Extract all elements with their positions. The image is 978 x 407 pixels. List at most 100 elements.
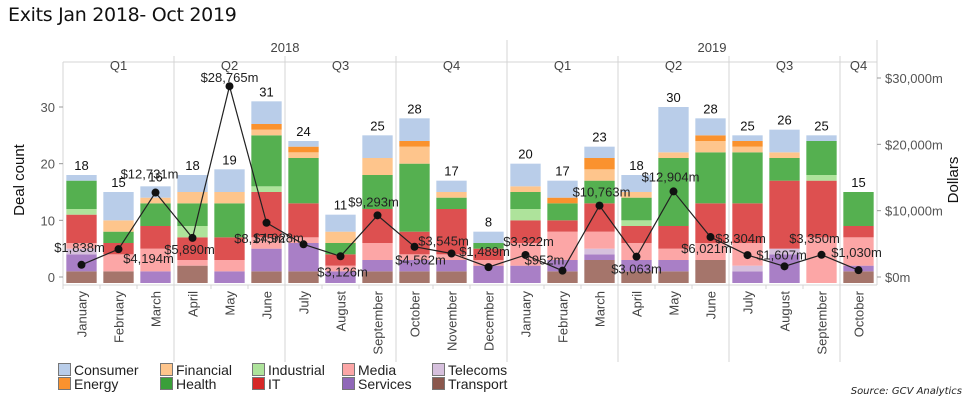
bar-segment-services	[621, 260, 652, 272]
bar-segment-media	[399, 254, 430, 260]
dollar-point	[595, 201, 604, 210]
year-label: 2018	[271, 40, 300, 55]
bar-segment-financial	[288, 152, 319, 158]
bar-segment-transport	[547, 271, 578, 283]
dollar-label: $3,350m	[789, 231, 840, 246]
x-tick-label: October	[408, 290, 423, 337]
bar-segment-consumer	[510, 163, 541, 187]
dollar-label: $10,763m	[573, 185, 631, 200]
dollar-point	[780, 262, 789, 271]
bar-total-label: 8	[485, 215, 492, 230]
legend-item-energy: Energy	[58, 377, 118, 391]
bar-segment-media	[473, 260, 504, 266]
bar-segment-consumer	[658, 107, 689, 153]
bar-segment-transport	[177, 265, 208, 283]
bar-total-label: 26	[777, 113, 791, 128]
bar-total-label: 25	[814, 118, 828, 133]
bar-segment-health	[288, 158, 319, 204]
bar-segment-energy	[584, 158, 615, 170]
bar-total-label: 25	[740, 118, 754, 133]
bar-segment-energy	[547, 197, 578, 204]
bar-segment-consumer	[288, 141, 319, 147]
dollar-point	[558, 266, 567, 275]
dollar-point	[77, 260, 86, 269]
dollar-label: $4,562m	[395, 253, 446, 268]
dollar-point	[188, 233, 197, 242]
bar-segment-financial	[436, 192, 467, 198]
bar-segment-media	[584, 231, 615, 249]
bar-total-label: 20	[518, 147, 532, 162]
y-axis-title: Deal count	[11, 143, 28, 216]
bar-segment-it	[177, 237, 208, 260]
bar-segment-media	[251, 237, 282, 249]
x-tick-label: December	[482, 290, 497, 351]
bar-segment-financial	[177, 192, 208, 204]
bar-segment-transport	[251, 271, 282, 283]
dollar-label: $1,489m	[459, 244, 510, 259]
bar-total-label: 19	[222, 152, 236, 167]
dollar-point	[521, 250, 530, 259]
bar-segment-financial	[103, 220, 134, 232]
dollar-label: $3,322m	[503, 234, 554, 249]
bar-segment-transport	[436, 271, 467, 283]
legend-swatch	[342, 363, 355, 376]
bar-total-label: 18	[185, 158, 199, 173]
x-tick-label: January	[75, 291, 90, 338]
bar-segment-it	[66, 214, 97, 243]
bar-total-label: 23	[592, 130, 606, 145]
x-tick-label: February	[112, 291, 127, 344]
bar-segment-consumer	[806, 135, 837, 141]
bar-segment-telecoms	[584, 248, 615, 255]
x-tick-label: January	[519, 291, 534, 338]
dollar-label: $1,607m	[756, 247, 807, 262]
legend-swatch	[432, 377, 445, 390]
bar-segment-services	[658, 260, 689, 272]
bar-segment-energy	[288, 146, 319, 153]
bar-segment-transport	[584, 260, 615, 283]
dollar-point	[225, 82, 234, 91]
legend-item-financial: Financial	[160, 363, 232, 377]
bar-total-label: 28	[703, 101, 717, 116]
bar-segment-consumer	[695, 118, 726, 136]
bar-segment-health	[140, 203, 171, 226]
bar-segment-financial	[769, 152, 800, 158]
bar-total-label: 15	[851, 175, 865, 190]
bar-segment-media	[843, 237, 874, 266]
bar-segment-services	[473, 265, 504, 283]
bar-segment-financial	[510, 186, 541, 192]
bar-segment-health	[843, 192, 874, 226]
bar-segment-transport	[362, 271, 393, 283]
legend-item-industrial: Industrial	[252, 363, 325, 377]
legend-label: Telecoms	[448, 362, 508, 378]
bar-segment-consumer	[769, 129, 800, 153]
x-tick-label: July	[297, 291, 312, 315]
bar-segment-media	[806, 237, 837, 283]
bar-segment-transport	[621, 271, 652, 283]
bar-segment-financial	[399, 146, 430, 164]
legend-item-it: IT	[252, 377, 280, 391]
y2-tick-label: $20,000m	[885, 137, 943, 152]
bar-segment-energy	[251, 124, 282, 130]
bar-segment-it	[251, 192, 282, 238]
x-tick-label: September	[371, 290, 386, 354]
bar-total-label: 11	[334, 198, 348, 213]
bar-segment-health	[103, 231, 134, 243]
dollar-point	[743, 251, 752, 260]
bar-segment-consumer	[473, 231, 504, 243]
dollar-label: $9,293m	[348, 194, 399, 209]
bar-segment-financial	[732, 146, 763, 153]
bar-segment-services	[510, 265, 541, 283]
bar-segment-it	[621, 226, 652, 243]
x-tick-label: September	[815, 290, 830, 354]
y-tick-label: 30	[41, 100, 55, 115]
legend-label: Industrial	[268, 362, 325, 378]
bar-total-label: 30	[666, 90, 680, 105]
dollar-label: $3,063m	[611, 262, 662, 277]
legend-label: Media	[358, 362, 397, 378]
bar-segment-media	[325, 265, 356, 272]
legend-swatch	[58, 363, 71, 376]
x-tick-label: August	[778, 291, 793, 332]
dollar-label: $6,021m	[681, 241, 732, 256]
bar-segment-financial	[362, 158, 393, 175]
bar-segment-services	[436, 260, 467, 272]
